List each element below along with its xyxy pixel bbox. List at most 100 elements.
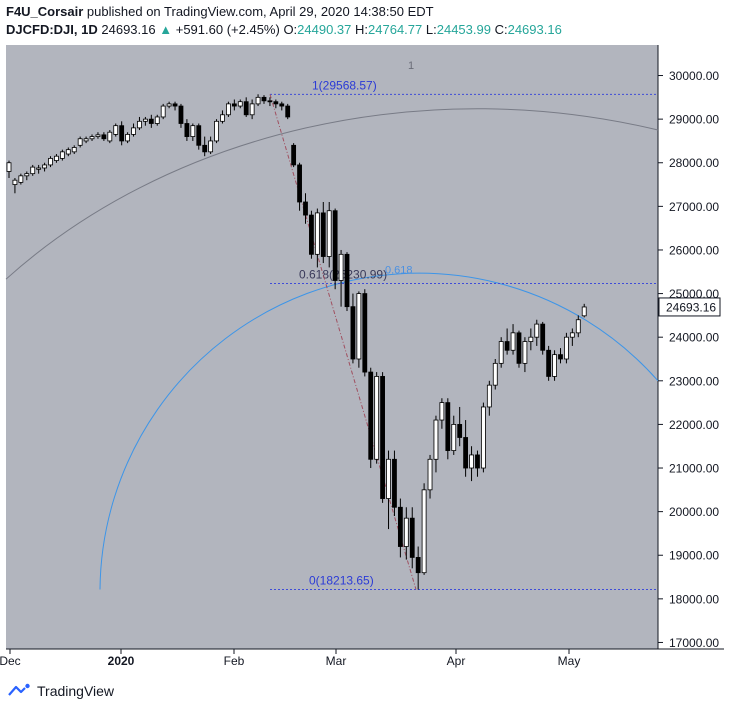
candle-down — [320, 212, 326, 257]
candle-up — [374, 376, 380, 460]
fib-arc-0618-label: 0.618 — [385, 264, 413, 276]
candle-up — [131, 127, 136, 135]
candle-up — [326, 210, 332, 257]
candle-up — [486, 384, 492, 408]
candle-down — [273, 101, 279, 105]
candle-up — [255, 96, 261, 105]
close-value: 24693.16 — [507, 22, 562, 37]
candle-up — [220, 114, 225, 122]
tradingview-brand-name: TradingView — [37, 683, 115, 699]
trend-line[interactable] — [269, 94, 417, 590]
candle-up — [83, 138, 89, 142]
candle-down — [558, 354, 563, 360]
candle-down — [231, 103, 237, 107]
candle-up — [356, 293, 362, 360]
last-price-tag-box — [658, 297, 721, 317]
candle-up — [65, 149, 71, 155]
y-tick-label: 27000.00 — [669, 200, 719, 214]
candle-up — [439, 402, 445, 421]
candle-up — [433, 419, 439, 460]
candle-up — [237, 101, 243, 107]
x-tick-label: 2020 — [108, 654, 135, 668]
y-tick-label: 17000.00 — [669, 636, 719, 650]
candle-up — [421, 489, 427, 574]
fib-arc-0618 — [99, 272, 659, 590]
price-axis[interactable]: 30000.00 29000.00 28000.00 27000.00 26000.00… — [658, 69, 719, 650]
candle-up — [480, 406, 486, 469]
candle-up — [89, 136, 95, 140]
x-tick-label: May — [558, 654, 581, 668]
author-name[interactable]: F4U_Corsair — [6, 4, 84, 19]
candle-down — [392, 458, 397, 508]
open-value: 24490.37 — [297, 22, 352, 37]
candle-down — [457, 424, 463, 438]
candle-up — [338, 253, 344, 281]
candle-up — [125, 134, 130, 142]
high-label: H: — [355, 22, 369, 37]
candle-up — [427, 458, 433, 491]
publish-info: F4U_Corsair published on TradingView.com… — [6, 3, 434, 21]
candle-down — [119, 125, 125, 142]
y-tick-label: 23000.00 — [669, 374, 719, 388]
y-tick-label: 24000.00 — [669, 331, 719, 345]
candle-up — [208, 140, 214, 153]
candle-up — [528, 336, 534, 342]
candle-down — [368, 371, 374, 460]
candle-down — [409, 517, 415, 558]
candle-down — [285, 105, 291, 118]
fib-arcs: 1 0.618 — [5, 60, 659, 590]
candle-up — [42, 164, 47, 169]
candle-up — [160, 105, 166, 118]
candle-up — [154, 116, 160, 124]
candle-down — [243, 101, 249, 116]
y-tick-label: 22000.00 — [669, 418, 719, 432]
candle-down — [397, 506, 403, 547]
candle-down — [279, 103, 285, 107]
candle-down — [196, 125, 202, 146]
high-value: 24764.77 — [368, 22, 423, 37]
candle-up — [137, 120, 142, 129]
candle-down — [415, 557, 421, 574]
candle-up — [71, 147, 77, 153]
candle-series — [6, 94, 587, 590]
y-tick-label: 20000.00 — [669, 505, 719, 519]
candle-up — [18, 175, 24, 183]
candle-down — [362, 293, 368, 373]
fib-trend-line — [269, 94, 417, 590]
x-tick-label: Mar — [326, 654, 347, 668]
change-arrow-icon: ▲ — [159, 22, 173, 37]
candle-down — [303, 201, 308, 216]
candle-up — [166, 103, 172, 107]
candle-down — [546, 349, 552, 377]
candle-up — [95, 134, 101, 137]
close-label: C: — [494, 22, 508, 37]
time-axis[interactable]: Dec 2020 Feb Mar Apr May — [0, 649, 580, 668]
x-tick-label: Apr — [447, 654, 466, 668]
candle-up — [510, 332, 516, 351]
candle-up — [6, 162, 12, 172]
candle-up — [386, 458, 391, 499]
candle-up — [575, 319, 581, 334]
fib-level-label: 0(18213.65) — [309, 574, 374, 588]
candle-up — [534, 323, 540, 338]
candle-up — [54, 155, 59, 161]
candle-up — [581, 306, 587, 317]
candle-up — [469, 454, 474, 469]
candle-up — [142, 118, 148, 122]
change-value: +591.60 (+2.45%) — [175, 22, 280, 37]
candle-up — [314, 212, 320, 255]
candle-up — [190, 125, 196, 137]
candle-up — [77, 138, 83, 146]
fib-arc-1-label: 1 — [408, 60, 414, 72]
y-tick-label: 29000.00 — [669, 113, 719, 127]
symbol-label: DJCFD:DJI, 1D — [6, 22, 98, 37]
candle-down — [178, 105, 184, 124]
tradingview-brand[interactable]: TradingView — [8, 683, 114, 699]
plot-area[interactable] — [6, 45, 658, 649]
candle-up — [48, 157, 53, 166]
y-tick-label: 18000.00 — [669, 592, 719, 606]
low-label: L: — [425, 22, 437, 37]
candle-up — [451, 424, 457, 451]
candle-up — [30, 166, 36, 175]
